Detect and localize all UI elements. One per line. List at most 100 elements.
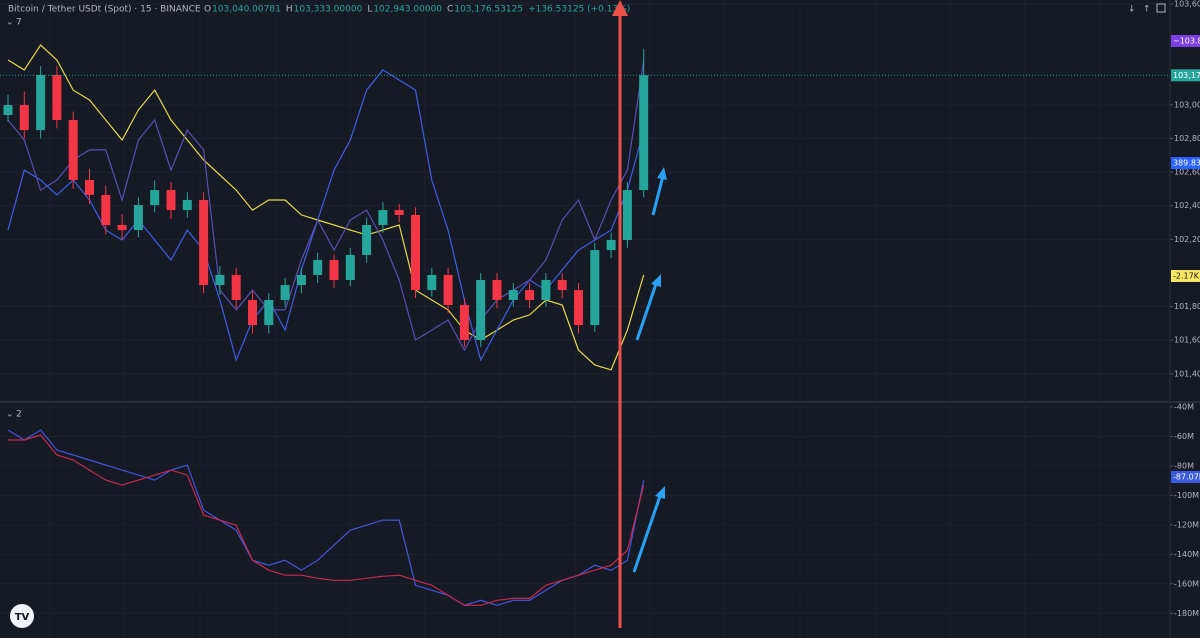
ohlc-key: O xyxy=(204,5,211,15)
candle-body xyxy=(36,74,46,131)
blue-arrow xyxy=(635,283,658,341)
y-tick-label: -100M xyxy=(1174,491,1199,500)
plot xyxy=(0,3,1173,614)
ohlc-value: 102,943.00000 xyxy=(373,5,442,15)
price-tag-label: −103.83 xyxy=(1173,37,1200,46)
candle-body xyxy=(590,250,600,326)
ohlc-value: 103,176.53125 xyxy=(454,5,523,15)
candle-body xyxy=(378,210,388,226)
candle-body xyxy=(52,74,62,120)
annotations xyxy=(612,0,667,628)
ohlc-key: L xyxy=(367,5,372,15)
blue-arrow xyxy=(632,495,662,573)
candle-body xyxy=(459,305,469,340)
pane-label: 2 xyxy=(16,410,22,420)
blue-arrowhead xyxy=(657,167,667,180)
candle-body xyxy=(68,119,78,180)
ohlc-value: 103,040.00781 xyxy=(212,5,281,15)
blue-arrowhead xyxy=(651,274,661,287)
vertical-grid xyxy=(49,0,1101,638)
candle-body xyxy=(476,279,486,340)
y-tick-label: -60M xyxy=(1174,432,1194,441)
indicator-line xyxy=(7,59,645,352)
candle-body xyxy=(182,199,192,211)
y-tick-label: 101,600 xyxy=(1174,336,1200,345)
y-tick-label: -40M xyxy=(1174,403,1194,412)
y-tick-label: 103,000 xyxy=(1174,100,1200,109)
y-tick-label: 101,400 xyxy=(1174,369,1200,378)
candle-body xyxy=(574,290,583,326)
price-tag-label: 103,176 xyxy=(1173,71,1200,80)
candle-body xyxy=(639,75,649,191)
logo: TV xyxy=(10,604,34,628)
y-tick-label: 102,600 xyxy=(1174,168,1200,177)
candle-body xyxy=(411,214,420,291)
candle-body xyxy=(362,225,372,255)
candle-body xyxy=(150,190,160,206)
y-tick-label: -140M xyxy=(1174,550,1199,559)
candle-body xyxy=(133,205,143,231)
indicator-line xyxy=(8,434,645,606)
candle-body xyxy=(606,239,616,251)
pane-label: 7 xyxy=(16,18,22,28)
y-tick-label: 103,600 xyxy=(1174,0,1200,9)
candle-body xyxy=(231,274,241,300)
pane-toggle[interactable]: ⌄ xyxy=(6,18,14,28)
candle-body xyxy=(492,279,502,300)
price-tag-label: -87.07K xyxy=(1173,473,1200,482)
candle-body xyxy=(166,190,176,211)
y-tick-label: -180M xyxy=(1174,609,1199,618)
candle-body xyxy=(394,210,404,215)
candle-body xyxy=(117,225,127,231)
y-tick-label: -120M xyxy=(1174,520,1199,529)
y-tick-label: 102,400 xyxy=(1174,201,1200,210)
indicator-line xyxy=(7,44,645,371)
ohlc-value: 103,333.00000 xyxy=(294,5,363,15)
price-tag xyxy=(1171,35,1200,47)
y-tick-label: 101,800 xyxy=(1174,302,1200,311)
candle-body xyxy=(557,279,567,291)
y-tick-label: 102,200 xyxy=(1174,235,1200,244)
scroll-up-icon[interactable]: ↑ xyxy=(1143,5,1151,15)
price-tag xyxy=(1171,69,1200,82)
blue-arrow xyxy=(651,175,665,216)
change: +136.53125 (+0.13%) xyxy=(528,5,630,15)
y-tick-label: 102,800 xyxy=(1174,134,1200,143)
y-tick-label: -80M xyxy=(1174,461,1194,470)
candle-body xyxy=(541,279,551,300)
svg-text:TV: TV xyxy=(15,612,30,623)
candle-body xyxy=(264,299,274,326)
candle-body xyxy=(329,259,339,280)
pane-toggle[interactable]: ⌄ xyxy=(6,410,14,420)
candle-body xyxy=(313,259,323,275)
settings-icon[interactable] xyxy=(1156,3,1166,13)
red-arrowhead xyxy=(612,0,628,16)
ohlc-key: C xyxy=(447,5,453,15)
candle-body xyxy=(19,105,29,131)
indicator-line xyxy=(7,429,645,606)
scroll-down-icon[interactable]: ↓ xyxy=(1128,5,1136,15)
price-tag xyxy=(1171,471,1200,483)
candle-body xyxy=(525,290,535,300)
price-tag xyxy=(1171,157,1200,169)
candle-body xyxy=(427,274,437,291)
candle-body xyxy=(622,190,632,240)
candle-body xyxy=(345,254,355,280)
price-tag xyxy=(1171,270,1200,282)
candle-body xyxy=(85,179,94,195)
blue-arrowhead xyxy=(655,486,665,499)
ohlc-key: H xyxy=(286,5,293,15)
candle-body xyxy=(3,105,13,115)
candle-body xyxy=(280,285,290,300)
candle-body xyxy=(296,274,306,286)
y-tick-label: -160M xyxy=(1174,579,1199,588)
candle-body xyxy=(248,299,257,326)
candle-body xyxy=(215,274,225,286)
candle-body xyxy=(508,290,518,300)
indicator-line xyxy=(7,69,645,362)
candle-body xyxy=(199,199,209,286)
candle-body xyxy=(443,274,453,306)
